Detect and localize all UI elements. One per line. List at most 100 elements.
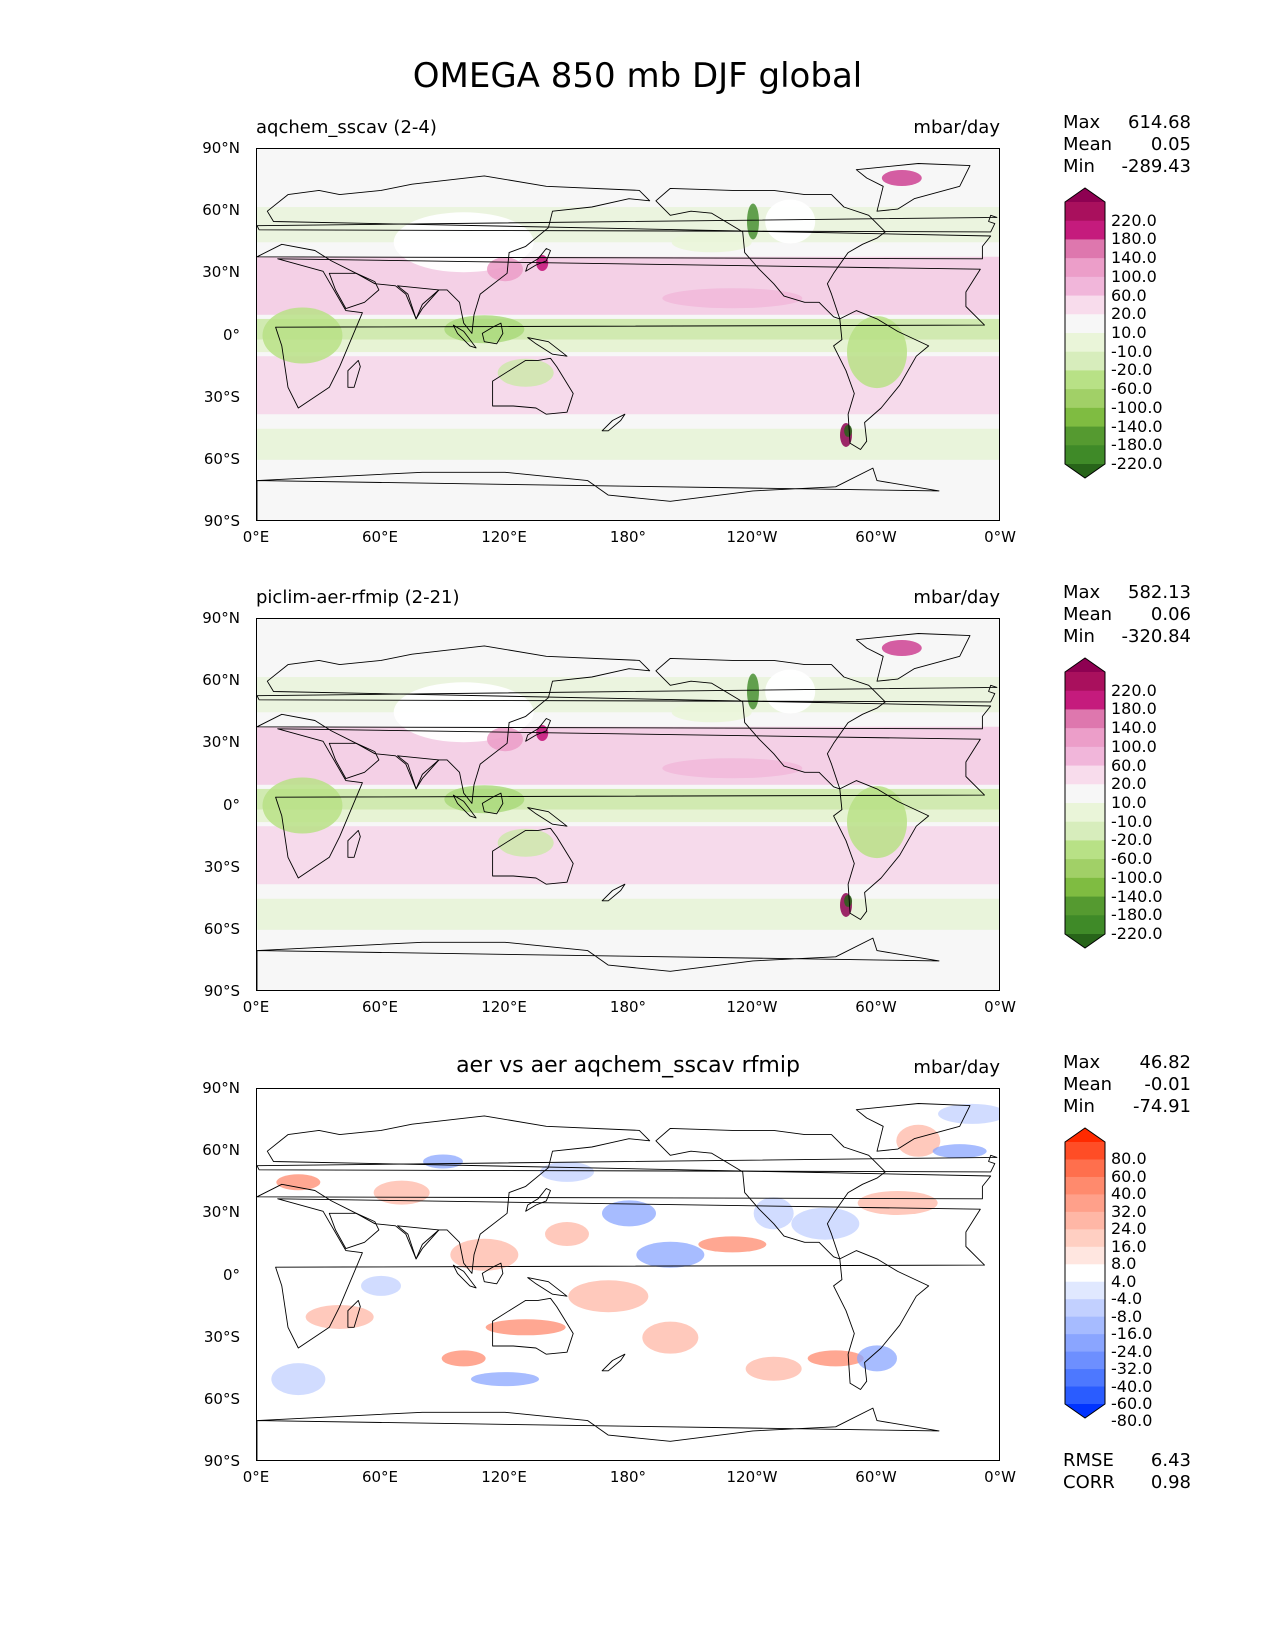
colorbar-label: -40.0: [1111, 1376, 1153, 1396]
coastline-arabia: [328, 272, 380, 310]
x-tick-label: 60°W: [855, 528, 897, 546]
positive-anomaly: [373, 1180, 430, 1205]
colorbar-segment: [1065, 896, 1105, 916]
y-tick-label: 0°: [222, 795, 240, 814]
min-value: -289.43: [1121, 156, 1191, 177]
rockies-green: [747, 203, 759, 240]
stats-box: Max 46.82 Mean -0.01 Min -74.91: [1063, 1052, 1191, 1118]
corr-value: 0.98: [1150, 1472, 1191, 1493]
y-tick-label: 60°N: [202, 201, 240, 220]
colorbar-segment: [1065, 1159, 1105, 1178]
coastline-uk: [257, 684, 998, 703]
y-tick-label: 60°S: [203, 919, 240, 938]
colorbar-label: -60.0: [1111, 379, 1153, 399]
coastline-greenland: [855, 1103, 971, 1152]
panel-3: aer vs aer aqchem_sscav rfmip mbar/day 9…: [0, 1052, 1275, 1548]
colorbar-label: -24.0: [1111, 1341, 1153, 1361]
corr-label: CORR: [1063, 1472, 1115, 1493]
map-area: [256, 618, 1000, 991]
coastline-sumatra: [452, 1264, 477, 1289]
colorbar-segment: [1065, 1281, 1105, 1300]
coastline-japan: [525, 718, 551, 742]
colorbar-label: -32.0: [1111, 1359, 1153, 1379]
coastline-greenland: [855, 163, 971, 212]
colorbar-label: 10.0: [1111, 793, 1147, 812]
colorbar-label: 220.0: [1111, 680, 1157, 700]
australia-ascent: [497, 828, 554, 857]
colorbar-segment: [1065, 765, 1105, 785]
colorbar-label: -140.0: [1111, 886, 1163, 906]
coastline-madagascar: [347, 829, 361, 858]
positive-anomaly: [745, 1356, 802, 1381]
namerica-white: [765, 669, 816, 714]
colorbar-label: 220.0: [1111, 210, 1157, 230]
coastline-eurasia: [257, 645, 992, 804]
colorbar-segment: [1065, 370, 1105, 390]
npac-green: [671, 702, 752, 723]
y-tick-label: 30°N: [202, 1203, 240, 1222]
coastline-samerica: [833, 310, 930, 450]
colorbar-segment: [1065, 1211, 1105, 1230]
africa-ascent: [262, 777, 343, 834]
coastline-arabia: [328, 742, 380, 780]
x-tick-label: 120°E: [481, 528, 527, 546]
x-tick-label: 60°W: [855, 1468, 897, 1486]
coastline-antarctica: [257, 937, 940, 990]
maritime-continent: [444, 315, 525, 344]
coastline-india: [397, 285, 440, 320]
rmse-label: RMSE: [1063, 1450, 1114, 1471]
colorbar-label: 32.0: [1111, 1201, 1147, 1221]
positive-anomaly: [276, 1174, 321, 1191]
y-tick-label: 60°S: [203, 449, 240, 468]
colorbar-label: 24.0: [1111, 1219, 1147, 1239]
negative-anomaly: [636, 1241, 705, 1268]
positive-anomaly: [485, 1319, 566, 1336]
colorbar-extend-bottom: [1065, 1404, 1105, 1418]
positive-anomaly: [896, 1124, 941, 1157]
colorbar-label: -80.0: [1111, 1411, 1153, 1431]
positive-anomaly: [642, 1321, 699, 1354]
coastline-eurasia: [257, 1115, 992, 1274]
figure-title: OMEGA 850 mb DJF global: [412, 56, 863, 96]
colorbar-segment: [1065, 202, 1105, 222]
panel-title: piclim-aer-rfmip (2-21): [256, 587, 460, 608]
colorbar-segment: [1065, 314, 1105, 334]
colorbar-label: -60.0: [1111, 849, 1153, 869]
y-tick-label: 90°N: [202, 1079, 240, 1097]
colorbar: 220.0 180.0 140.0 100.0 60.0 20.0 10.0 -10.0 -20…: [1063, 186, 1163, 484]
positive-anomaly: [545, 1222, 589, 1247]
coastline-india: [397, 1225, 440, 1260]
error-stats: RMSE 6.43 CORR 0.98: [1063, 1450, 1191, 1494]
andes-green: [844, 424, 853, 437]
coastline-madagascar: [347, 1299, 361, 1328]
storm-track-south: [257, 898, 999, 930]
mean-label: Mean: [1063, 604, 1113, 625]
colorbar-label: 20.0: [1111, 304, 1147, 324]
coastline-australia: [492, 357, 574, 415]
rockies-green: [747, 673, 759, 710]
colorbar-segment: [1065, 672, 1105, 692]
coastline-namerica: [655, 187, 886, 320]
y-tick-label: 30°N: [202, 733, 240, 752]
coastline-namerica: [655, 1127, 886, 1260]
colorbar-extend-top: [1065, 1128, 1105, 1142]
x-tick-label: 120°W: [726, 1468, 778, 1486]
colorbar-label: 16.0: [1111, 1236, 1147, 1256]
africa-ascent: [262, 307, 343, 364]
colorbar-label: 10.0: [1111, 323, 1147, 342]
y-tick-label: 60°N: [202, 1141, 240, 1160]
colorbar-segment: [1065, 709, 1105, 729]
colorbar-segment: [1065, 295, 1105, 315]
east-asia-subsidence: [487, 727, 523, 752]
itcz-band: [257, 788, 999, 810]
min-label: Min: [1063, 1096, 1095, 1117]
colorbar-label: 8.0: [1111, 1254, 1137, 1274]
x-tick-label: 0°W: [984, 528, 1016, 546]
coastline-uk: [257, 214, 998, 233]
colorbar-segment: [1065, 746, 1105, 767]
panel-1: aqchem_sscav (2-4) mbar/day 90°N 60°N 30°N…: [0, 112, 1275, 608]
colorbar-segment: [1065, 915, 1105, 935]
coastline-namerica: [655, 657, 886, 790]
colorbar-label: -180.0: [1111, 435, 1163, 455]
colorbar-segment: [1065, 1369, 1105, 1388]
